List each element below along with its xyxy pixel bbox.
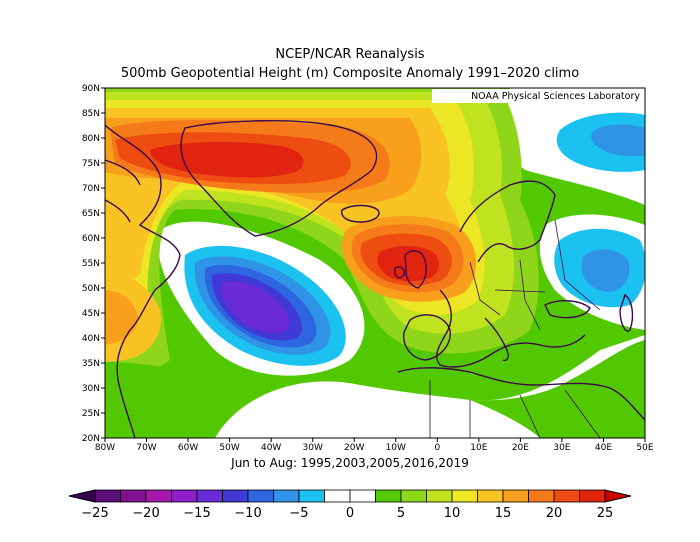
pos-uk-l7 <box>377 246 440 282</box>
date-caption: Jun to Aug: 1995,2003,2005,2016,2019 <box>231 456 469 470</box>
lon-label: 10E <box>470 443 487 453</box>
colorbar-segment <box>451 489 478 503</box>
italy <box>484 317 509 362</box>
lon-label: 10W <box>386 443 406 453</box>
colorbar-label: 10 <box>444 506 461 521</box>
lat-label: 70N <box>82 184 100 194</box>
colorbar-segment <box>120 489 147 503</box>
coastlines <box>105 120 645 438</box>
colorbar-label: 15 <box>495 506 512 521</box>
colorbar-segment <box>324 489 351 503</box>
neg-ne-l2 <box>591 124 645 157</box>
colorbar-label: 0 <box>346 506 354 521</box>
neg-atlantic-l5 <box>221 281 289 334</box>
colorbar-segment <box>298 489 325 503</box>
green-south <box>105 362 213 438</box>
lat-label: 80N <box>82 134 100 144</box>
lon-label: 20W <box>344 443 364 453</box>
colorbar-low-arrow <box>68 489 96 503</box>
colorbar-segment <box>273 489 300 503</box>
lon-label: 0 <box>434 443 440 453</box>
credit-box <box>432 89 644 103</box>
colorbar-segment <box>477 489 504 503</box>
lon-label: 20E <box>512 443 529 453</box>
colorbar-label: 25 <box>597 506 614 521</box>
caspian <box>619 293 634 332</box>
colorbar-segment <box>171 489 198 503</box>
lat-label: 90N <box>82 84 100 94</box>
chart-title: NCEP/NCAR Reanalysis <box>275 47 425 62</box>
lat-label: 60N <box>82 234 100 244</box>
black-sea <box>544 300 591 319</box>
colorbar-segment <box>247 489 274 503</box>
chart-subtitle: 500mb Geopotential Height (m) Composite … <box>120 66 580 81</box>
colorbar: −25 −20 −15 −10 −5 0 5 10 15 20 25 <box>68 489 632 521</box>
colorbar-segment <box>94 489 121 503</box>
africa-north <box>397 367 645 421</box>
lat-label: 50N <box>82 284 100 294</box>
lat-label: 40N <box>82 334 100 344</box>
colorbar-segment <box>196 489 223 503</box>
lon-label: 70W <box>136 443 156 453</box>
colorbar-label: −25 <box>81 506 108 521</box>
colorbar-label: −15 <box>183 506 210 521</box>
latitude-axis: 90N 85N 80N 75N 70N 65N 60N 55N 50N 45N 40N 35N 30N 2… <box>82 84 105 444</box>
lat-label: 45N <box>82 309 100 319</box>
colorbar-segment <box>375 489 402 503</box>
lat-label: 35N <box>82 359 100 369</box>
lat-label: 30N <box>82 384 100 394</box>
lon-label: 40E <box>595 443 612 453</box>
colorbar-label: −10 <box>234 506 261 521</box>
colorbar-label: 5 <box>397 506 405 521</box>
lat-label: 85N <box>82 109 100 119</box>
colorbar-segment <box>222 489 249 503</box>
lon-label: 30W <box>303 443 323 453</box>
colorbar-label: 20 <box>546 506 563 521</box>
neg-east-l2 <box>581 249 630 292</box>
colorbar-label: −20 <box>132 506 159 521</box>
colorbar-segment <box>426 489 453 503</box>
colorbar-label: −5 <box>289 506 308 521</box>
lon-label: 60W <box>178 443 198 453</box>
anomaly-field <box>105 88 645 438</box>
lon-label: 80W <box>95 443 115 453</box>
borders <box>429 219 601 438</box>
longitude-axis: 80W 70W 60W 50W 40W 30W 20W 10W 0 10E 20E 30E 40E 50E <box>95 438 654 453</box>
lat-label: 20N <box>82 434 100 444</box>
iberia <box>403 314 451 361</box>
colorbar-segment <box>553 489 580 503</box>
colorbar-segment <box>502 489 529 503</box>
pos-greenland-l7 <box>150 141 304 178</box>
lon-label: 30E <box>553 443 570 453</box>
colorbar-segment <box>579 489 606 503</box>
scandinavia <box>459 180 556 263</box>
lat-label: 65N <box>82 209 100 219</box>
lon-label: 40W <box>261 443 281 453</box>
lat-label: 25N <box>82 409 100 419</box>
credit-text: NOAA Physical Sciences Laboratory <box>471 91 640 102</box>
greenland-coast <box>180 120 378 237</box>
lat-label: 55N <box>82 259 100 269</box>
colorbar-high-arrow <box>604 489 632 503</box>
green-southeast <box>470 340 645 438</box>
colorbar-segment <box>400 489 427 503</box>
colorbar-segment <box>349 489 376 503</box>
iceland-coast <box>341 204 380 223</box>
canada-islands <box>105 159 141 223</box>
colorbar-segment <box>528 489 555 503</box>
lat-label: 75N <box>82 159 100 169</box>
lon-label: 50W <box>219 443 239 453</box>
lon-label: 50E <box>636 443 653 453</box>
colorbar-segment <box>145 489 172 503</box>
british-isles <box>394 250 427 289</box>
europe-west <box>436 289 586 368</box>
north-america-coast <box>105 124 181 438</box>
